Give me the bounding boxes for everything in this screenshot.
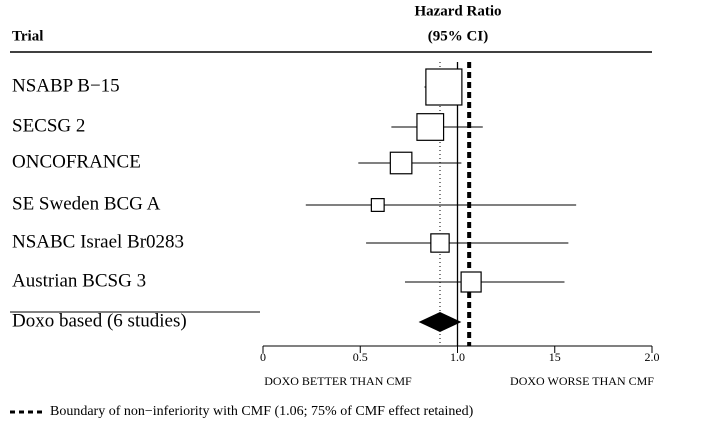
x-tick-label: 0 (260, 350, 266, 364)
study-label: SECSG 2 (12, 115, 85, 136)
study-label: NSABP B−15 (12, 75, 120, 96)
estimate-box (416, 113, 445, 141)
estimate-box (370, 198, 385, 212)
pooled-diamond (418, 312, 462, 332)
x-tick-label: 2.0 (645, 350, 660, 364)
pooled-label: Doxo based (6 studies) (12, 310, 187, 331)
study-label: SE Sweden BCG A (12, 193, 161, 214)
estimate-box (430, 233, 450, 253)
study-label: ONCOFRANCE (12, 151, 141, 172)
right-label: DOXO WORSE THAN CMF (510, 374, 654, 388)
chart-title: Hazard Ratio (414, 3, 501, 19)
estimate-box (460, 271, 482, 293)
study-label: NSABC Israel Br0283 (12, 231, 184, 252)
left-label: DOXO BETTER THAN CMF (264, 374, 412, 388)
x-tick-label: 0.5 (353, 350, 368, 364)
column-label: Trial (12, 28, 43, 44)
x-tick-label: 15 (549, 350, 561, 364)
estimate-box (389, 151, 413, 175)
x-tick-label: 1.0 (450, 350, 465, 364)
study-label: Austrian BCSG 3 (12, 270, 146, 291)
legend-text: Boundary of non−inferiority with CMF (1.… (50, 404, 474, 419)
estimate-box (425, 68, 463, 106)
chart-subtitle: (95% CI) (428, 28, 488, 44)
